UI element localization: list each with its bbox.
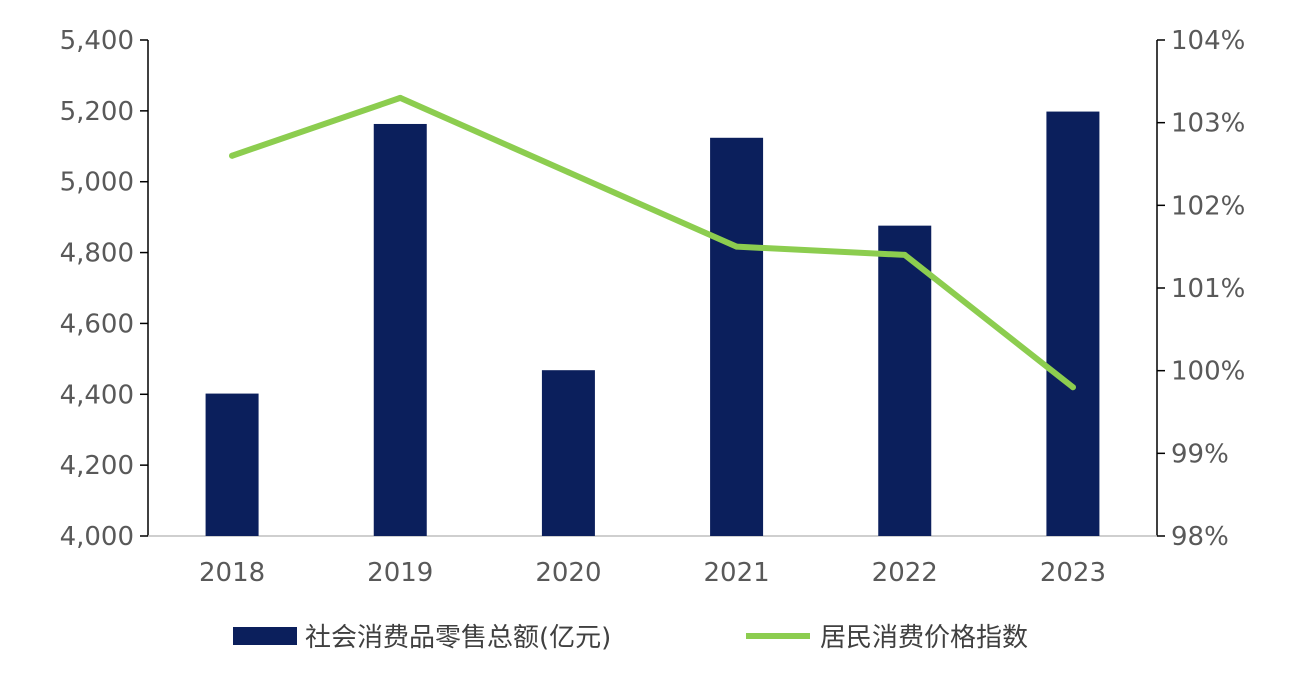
- right-y-axis: 98% 99% 100% 101% 102% 103% 104%: [1156, 26, 1245, 552]
- right-tick-label: 104%: [1171, 26, 1245, 56]
- line-point: [565, 169, 572, 176]
- right-tick-label: 100%: [1171, 357, 1245, 387]
- bar: [541, 370, 595, 536]
- x-tick-label: 2021: [703, 558, 769, 588]
- line-point: [901, 251, 908, 258]
- right-tick-label: 98%: [1171, 522, 1229, 552]
- legend-bar-swatch: [233, 627, 297, 645]
- right-tick-label: 99%: [1171, 439, 1229, 469]
- left-tick-label: 5,200: [60, 97, 134, 127]
- bar: [1046, 111, 1100, 537]
- x-tick-label: 2022: [872, 558, 938, 588]
- left-tick-label: 4,600: [60, 309, 134, 339]
- left-tick-label: 4,000: [60, 522, 134, 552]
- legend-bar-label: 社会消费品零售总额(亿元): [305, 623, 611, 653]
- left-tick-label: 5,000: [60, 168, 134, 198]
- bar-series: [205, 111, 1100, 537]
- x-axis: 2018 2019 2020 2021 2022 2023: [148, 535, 1157, 588]
- bar: [373, 123, 427, 537]
- right-tick-label: 102%: [1171, 191, 1245, 221]
- line-point: [229, 152, 236, 159]
- right-tick-label: 101%: [1171, 274, 1245, 304]
- line-series: [229, 94, 1076, 391]
- left-tick-label: 4,400: [60, 380, 134, 410]
- line-path: [229, 94, 1076, 391]
- x-tick-label: 2019: [367, 558, 433, 588]
- legend-line-label: 居民消费价格指数: [820, 623, 1028, 653]
- line-point: [733, 243, 740, 250]
- left-y-axis: 4,000 4,200 4,400 4,600 4,800 5,000 5,200 5,400: [60, 26, 149, 552]
- x-tick-label: 2020: [535, 558, 601, 588]
- bar: [878, 225, 932, 536]
- legend: 社会消费品零售总额(亿元) 居民消费价格指数: [233, 623, 1028, 653]
- left-tick-label: 4,800: [60, 239, 134, 269]
- right-tick-label: 103%: [1171, 109, 1245, 139]
- bar: [205, 393, 259, 536]
- left-tick-label: 5,400: [60, 26, 134, 56]
- bar: [710, 137, 764, 537]
- x-tick-label: 2023: [1040, 558, 1106, 588]
- line-point: [1069, 384, 1076, 391]
- left-tick-label: 4,200: [60, 451, 134, 481]
- line-point: [397, 94, 404, 101]
- x-tick-label: 2018: [199, 558, 265, 588]
